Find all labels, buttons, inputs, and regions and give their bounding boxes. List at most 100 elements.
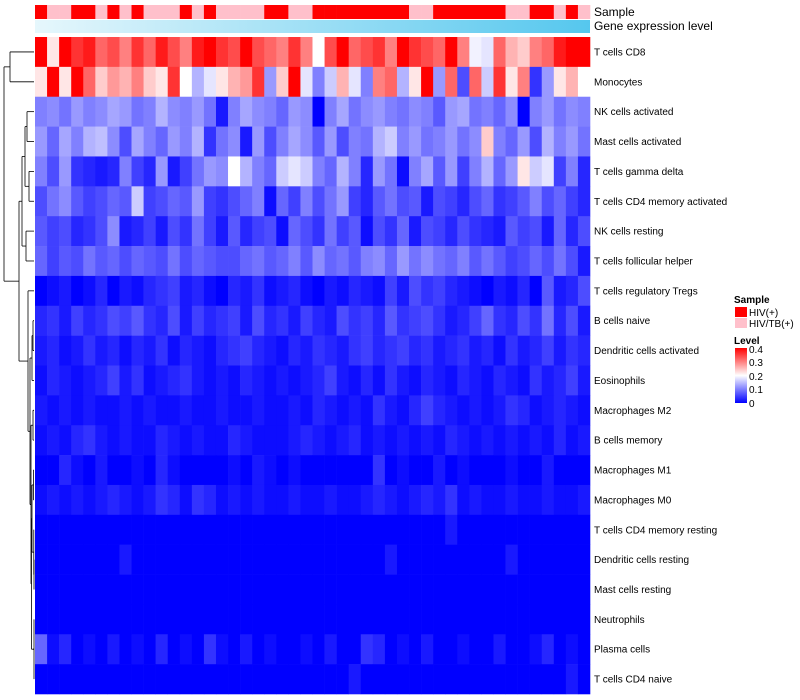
- heatmap-cell: [276, 664, 289, 695]
- heatmap-cell: [264, 455, 277, 486]
- heatmap-cell: [179, 544, 193, 575]
- heatmap-cell: [372, 664, 386, 695]
- heatmap-cell: [433, 275, 446, 307]
- heatmap-cell: [35, 186, 48, 217]
- heatmap-cell: [529, 96, 543, 127]
- heatmap-cell: [240, 246, 253, 277]
- heatmap-cell: [143, 275, 156, 307]
- heatmap-cell: [324, 604, 337, 635]
- heatmap-cell: [47, 246, 60, 277]
- heatmap-cell: [264, 66, 277, 98]
- heatmap-cell: [107, 186, 120, 217]
- heatmap-cell: [409, 66, 422, 98]
- heatmap-cell: [83, 96, 96, 127]
- heatmap-cell: [203, 395, 217, 426]
- heatmap-cell: [517, 335, 530, 366]
- heatmap-cell: [228, 544, 241, 575]
- heatmap-cell: [541, 425, 555, 456]
- heatmap-cell: [240, 425, 253, 456]
- heatmap-cell: [143, 96, 156, 127]
- sample-annotation-cell: [276, 5, 289, 19]
- heatmap-cell: [191, 514, 205, 545]
- heatmap-cell: [167, 544, 181, 575]
- heatmap-cell: [47, 37, 60, 68]
- sample-annotation-cell: [553, 5, 567, 19]
- heatmap-cell: [577, 186, 591, 217]
- heatmap-cell: [541, 216, 555, 247]
- heatmap-cell: [324, 365, 337, 396]
- heatmap-cell: [517, 425, 530, 456]
- heatmap-cell: [35, 37, 48, 68]
- row-labels: T cells CD8 Monocytes NK cells activated Ma…: [594, 47, 727, 685]
- heatmap-cell: [59, 126, 72, 157]
- heatmap-cell: [252, 246, 265, 277]
- heatmap-cell: [517, 37, 530, 68]
- heatmap-cell: [215, 664, 229, 695]
- heatmap-cell: [457, 275, 470, 307]
- heatmap-cell: [83, 365, 96, 396]
- heatmap-cell: [445, 574, 458, 605]
- heatmap-cell: [252, 455, 265, 486]
- sample-annotation-cell: [119, 5, 132, 19]
- heatmap-cell: [433, 216, 446, 247]
- heatmap-cell: [360, 425, 374, 456]
- heatmap-cell: [252, 634, 265, 665]
- heatmap-cell: [324, 216, 337, 247]
- legend-level-colorbar: [735, 348, 747, 403]
- heatmap-cell: [240, 574, 253, 605]
- heatmap-cell: [203, 246, 217, 277]
- heatmap-cell: [264, 425, 277, 456]
- heatmap-cell: [107, 455, 120, 486]
- heatmap-cell: [167, 484, 181, 516]
- heatmap-cell: [215, 186, 229, 217]
- heatmap-cell: [35, 365, 48, 396]
- heatmap-cell: [59, 395, 72, 426]
- heatmap-cell: [59, 335, 72, 366]
- heatmap-cell: [565, 66, 579, 98]
- heatmap-cell: [264, 305, 277, 336]
- heatmap-cell: [143, 246, 156, 277]
- heatmap-cell: [131, 514, 144, 545]
- heatmap-cell: [240, 335, 253, 366]
- heatmap-cell: [240, 186, 253, 217]
- heatmap-cell: [409, 335, 422, 366]
- heatmap-cell: [565, 514, 579, 545]
- heatmap-cell: [469, 156, 482, 187]
- heatmap-cell: [59, 514, 72, 545]
- heatmap-cell: [143, 425, 156, 456]
- heatmap-cell: [288, 544, 301, 575]
- heatmap-cell: [517, 514, 530, 545]
- heatmap-cell: [529, 126, 543, 157]
- heatmap-cell: [541, 126, 555, 157]
- heatmap-cell: [529, 305, 543, 336]
- heatmap-cell: [481, 126, 494, 157]
- heatmap-cell: [360, 186, 374, 217]
- heatmap-cell: [300, 37, 313, 68]
- heatmap-cell: [445, 544, 458, 575]
- heatmap-cell: [215, 335, 229, 366]
- heatmap-cell: [203, 216, 217, 247]
- heatmap-cell: [384, 484, 398, 516]
- heatmap-cell: [445, 514, 458, 545]
- sample-annotation-cell: [264, 5, 277, 19]
- heatmap-cell: [288, 335, 301, 366]
- sample-annotation-cell: [215, 5, 229, 19]
- heatmap-cell: [59, 246, 72, 277]
- heatmap-cell: [372, 484, 386, 516]
- heatmap-cell: [191, 574, 205, 605]
- heatmap-cell: [191, 96, 205, 127]
- heatmap-cell: [348, 275, 362, 307]
- heatmap-cell: [71, 275, 84, 307]
- heatmap-cell: [252, 126, 265, 157]
- heatmap-cell: [119, 246, 132, 277]
- heatmap-cell: [481, 395, 494, 426]
- heatmap-cell: [203, 275, 217, 307]
- heatmap-cell: [457, 66, 470, 98]
- heatmap-cell: [360, 96, 374, 127]
- heatmap-cell: [131, 66, 144, 98]
- heatmap-cell: [529, 395, 543, 426]
- heatmap-cell: [457, 574, 470, 605]
- heatmap-cell: [324, 514, 337, 545]
- heatmap-cell: [155, 395, 169, 426]
- heatmap-cell: [469, 484, 482, 516]
